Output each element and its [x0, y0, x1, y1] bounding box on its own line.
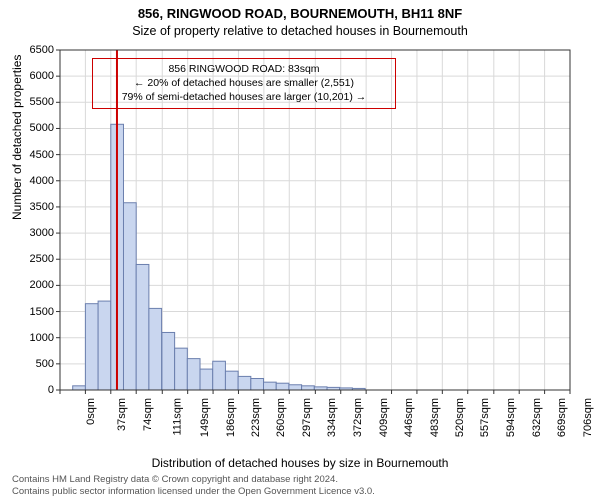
x-tick-label: 520sqm: [454, 398, 466, 437]
x-axis-label: Distribution of detached houses by size …: [0, 456, 600, 470]
y-tick-label: 5000: [4, 122, 54, 134]
y-tick-label: 5500: [4, 96, 54, 108]
x-tick-label: 223sqm: [250, 398, 262, 437]
y-tick-label: 2500: [4, 253, 54, 265]
x-tick-label: 297sqm: [301, 398, 313, 437]
x-tick-label: 186sqm: [225, 398, 237, 437]
x-tick-label: 334sqm: [326, 398, 338, 437]
x-tick-label: 632sqm: [531, 398, 543, 437]
y-tick-label: 3000: [4, 227, 54, 239]
x-tick-label: 594sqm: [505, 398, 517, 437]
y-tick-label: 2000: [4, 279, 54, 291]
y-tick-label: 4500: [4, 149, 54, 161]
x-tick-label: 0sqm: [85, 398, 97, 425]
x-tick-label: 372sqm: [352, 398, 364, 437]
footer-line-2: Contains public sector information licen…: [12, 486, 375, 498]
x-tick-label: 149sqm: [199, 398, 211, 437]
y-tick-label: 3500: [4, 201, 54, 213]
x-tick-label: 669sqm: [556, 398, 568, 437]
y-tick-label: 1000: [4, 332, 54, 344]
x-tick-label: 706sqm: [582, 398, 594, 437]
annotation-line-2: ← 20% of detached houses are smaller (2,…: [99, 76, 389, 90]
x-tick-label: 74sqm: [142, 398, 154, 431]
annotation-line-1: 856 RINGWOOD ROAD: 83sqm: [99, 62, 389, 76]
y-tick-label: 0: [4, 384, 54, 396]
y-tick-label: 1500: [4, 306, 54, 318]
x-tick-label: 557sqm: [479, 398, 491, 437]
y-tick-label: 4000: [4, 175, 54, 187]
y-tick-label: 6000: [4, 70, 54, 82]
annotation-line-3: 79% of semi-detached houses are larger (…: [99, 90, 389, 104]
property-annotation-box: 856 RINGWOOD ROAD: 83sqm ← 20% of detach…: [92, 58, 396, 109]
y-tick-label: 6500: [4, 44, 54, 56]
x-tick-label: 37sqm: [116, 398, 128, 431]
x-tick-label: 111sqm: [172, 398, 184, 436]
footer-line-1: Contains HM Land Registry data © Crown c…: [12, 474, 375, 486]
y-tick-label: 500: [4, 358, 54, 370]
x-tick-label: 260sqm: [276, 398, 288, 437]
x-tick-label: 446sqm: [403, 398, 415, 437]
x-tick-label: 483sqm: [429, 398, 441, 437]
x-tick-label: 409sqm: [378, 398, 390, 437]
footer-attribution: Contains HM Land Registry data © Crown c…: [12, 474, 375, 498]
